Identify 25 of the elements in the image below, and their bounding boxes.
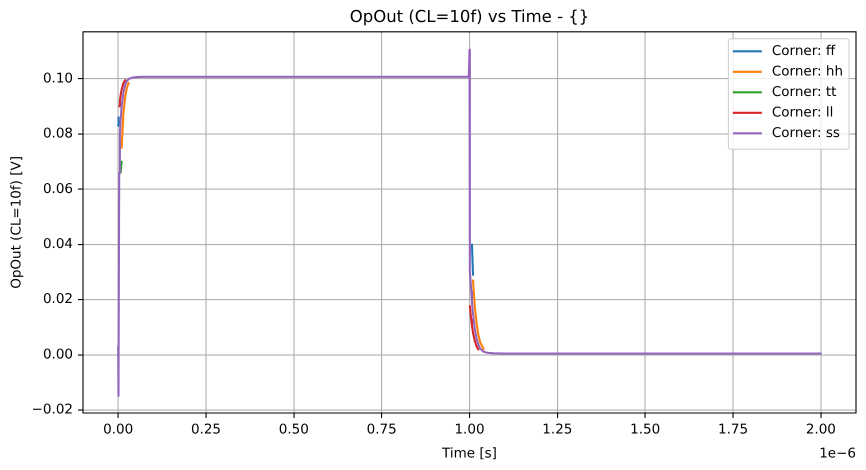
y-tick-label: 0.00 <box>42 346 73 362</box>
legend-label: Corner: ff <box>772 42 836 59</box>
y-tick-label: 0.02 <box>42 291 73 308</box>
legend-label: Corner: tt <box>772 84 836 100</box>
text: 1e−6 <box>819 446 856 462</box>
x-tick-label: 0.25 <box>190 422 222 438</box>
y-tick-label: −0.02 <box>32 402 73 418</box>
chart-title: OpOut (CL=10f) vs Time - {} <box>350 7 590 26</box>
y-tick-label: 0.04 <box>42 236 73 252</box>
y-axis-title: OpOut (CL=10f) [V] <box>8 156 25 289</box>
x-tick-label: 1.75 <box>718 422 748 438</box>
legend-label: Corner: ss <box>772 124 840 141</box>
x-axis-title: Time [s] <box>441 445 497 462</box>
x-tick-label: 1.00 <box>454 422 485 438</box>
x-tick-label: 1.50 <box>630 422 660 438</box>
legend-label: Corner: hh <box>772 63 844 80</box>
legend-label: Corner: ll <box>772 104 834 120</box>
y-tick-label: 0.08 <box>42 126 73 142</box>
x-tick-label: 0.75 <box>366 422 397 438</box>
x-tick-label: 0.50 <box>278 422 309 438</box>
x-tick-label: 0.00 <box>103 422 134 438</box>
y-tick-label: 0.10 <box>42 70 73 86</box>
y-tick-label: 0.06 <box>42 180 73 197</box>
x-tick-label: 2.00 <box>806 422 836 438</box>
x-tick-label: 1.25 <box>542 422 572 438</box>
